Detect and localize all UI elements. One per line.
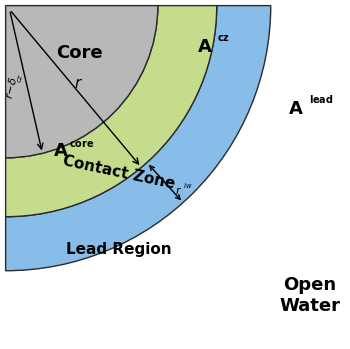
Text: $\mathbf{cz}$: $\mathbf{cz}$: [217, 33, 230, 43]
Wedge shape: [6, 6, 158, 158]
Text: $\mathbf{lead}$: $\mathbf{lead}$: [309, 93, 334, 105]
Wedge shape: [6, 6, 271, 271]
Text: $_{cz}$: $_{cz}$: [14, 73, 26, 84]
Text: $\mathbf{A}$: $\mathbf{A}$: [288, 100, 304, 118]
Text: $r\!-\!\delta$: $r\!-\!\delta$: [2, 75, 20, 100]
Text: $\mathbf{core}$: $\mathbf{core}$: [69, 138, 95, 149]
Text: Open
Water: Open Water: [280, 276, 341, 315]
Text: Core: Core: [56, 44, 103, 62]
Text: Lead Region: Lead Region: [66, 242, 172, 257]
Text: $_{lw}$: $_{lw}$: [183, 180, 192, 191]
Text: Contact Zone: Contact Zone: [61, 153, 176, 192]
Text: $r$: $r$: [175, 185, 182, 196]
Wedge shape: [6, 6, 217, 217]
Text: $\mathbf{A}$: $\mathbf{A}$: [53, 142, 69, 160]
Text: $r$: $r$: [74, 76, 83, 91]
Text: $\mathbf{A}$: $\mathbf{A}$: [197, 38, 213, 56]
